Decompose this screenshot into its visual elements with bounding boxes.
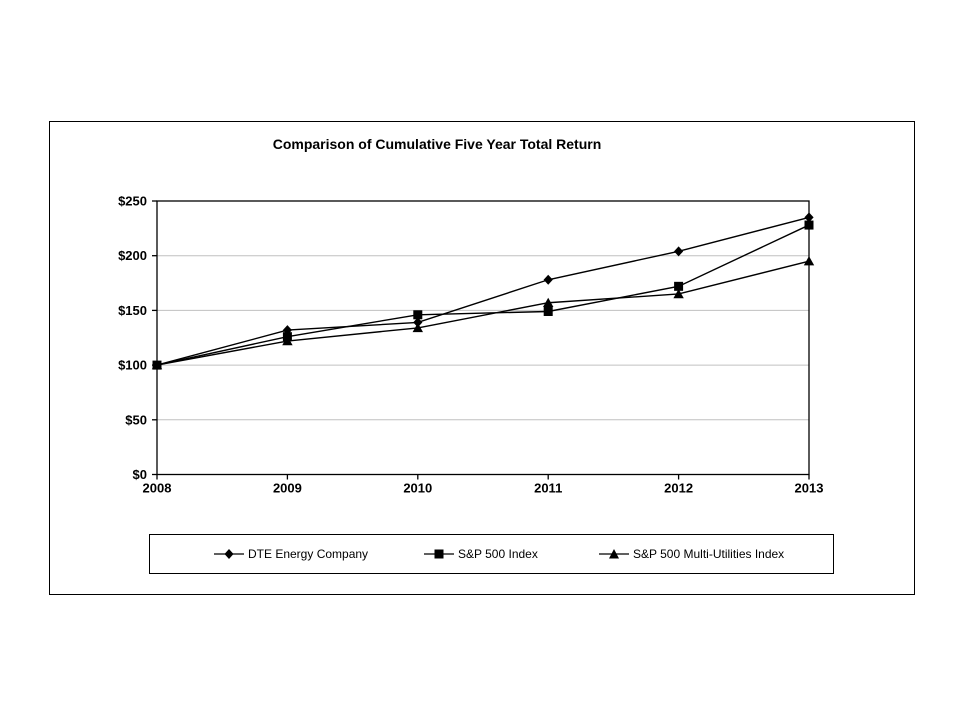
- square-marker-icon: [424, 549, 454, 559]
- data-point-marker: [803, 256, 815, 266]
- data-point-marker: [282, 336, 293, 346]
- x-tick-label: 2012: [664, 481, 693, 496]
- chart-border-box: Comparison of Cumulative Five Year Total…: [49, 121, 915, 595]
- data-point-marker: [412, 322, 423, 333]
- x-tick-label: 2010: [403, 481, 432, 496]
- legend-label: S&P 500 Multi-Utilities Index: [633, 547, 785, 561]
- x-axis-labels: 2008 2009 2010 2011 2012 2013: [143, 481, 824, 496]
- series-dte-energy-company: [152, 212, 814, 371]
- y-tick-label: $250: [118, 194, 147, 209]
- axis-ticks: [152, 200, 810, 480]
- data-point-marker: [674, 246, 684, 257]
- series-line: [156, 224, 810, 366]
- y-tick-label: $100: [118, 358, 147, 373]
- y-tick-label: $200: [118, 248, 147, 263]
- y-axis-labels: $0 $50 $100 $150 $200 $250: [118, 194, 147, 483]
- series-s-p-500-multi-utilities-index: [151, 256, 815, 370]
- y-tick-label: $50: [125, 412, 147, 427]
- legend: DTE Energy Company S&P 500 Index S&P 500…: [149, 534, 834, 574]
- series-line: [156, 216, 810, 366]
- legend-item-sp500-multi-utilities: S&P 500 Multi-Utilities Index: [599, 547, 784, 561]
- plot-area: $0 $50 $100 $150 $200 $250 2008 2009 2010 2011 201…: [118, 194, 824, 496]
- legend-label: DTE Energy Company: [248, 547, 369, 561]
- plot-frame: [156, 200, 810, 476]
- data-point-marker: [804, 220, 814, 230]
- x-tick-label: 2009: [273, 481, 302, 496]
- legend-item-sp500: S&P 500 Index: [424, 547, 538, 561]
- x-tick-label: 2013: [795, 481, 824, 496]
- triangle-marker-icon: [599, 549, 629, 559]
- data-point-marker: [543, 297, 554, 307]
- data-point-marker: [543, 306, 553, 316]
- data-point-marker: [804, 212, 814, 223]
- data-point-marker: [543, 274, 553, 285]
- x-tick-label: 2011: [534, 481, 562, 496]
- y-tick-label: $0: [133, 467, 147, 482]
- data-point-marker: [674, 281, 684, 291]
- chart-title: Comparison of Cumulative Five Year Total…: [272, 136, 602, 152]
- data-point-marker: [413, 310, 423, 320]
- gridlines: [157, 255, 809, 421]
- data-point-marker: [413, 317, 423, 328]
- data-point-marker: [151, 360, 163, 370]
- legend-item-dte-energy: DTE Energy Company: [214, 547, 368, 561]
- y-tick-label: $150: [118, 303, 147, 318]
- series-line: [156, 260, 810, 366]
- data-point-marker: [673, 288, 684, 299]
- legend-label: S&P 500 Index: [458, 547, 538, 561]
- x-tick-label: 2008: [143, 481, 172, 496]
- diamond-marker-icon: [214, 549, 244, 559]
